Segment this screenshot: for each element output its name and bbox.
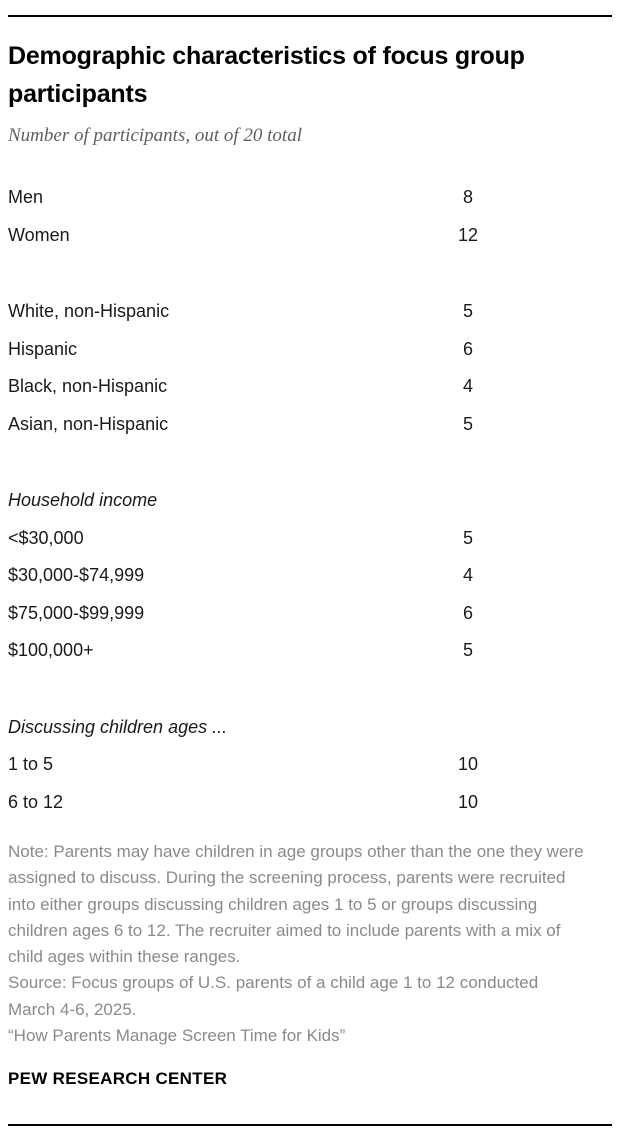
stats-table: Men 8 Women 12 White, non-Hispanic 5 Hispanic 6… [8,179,612,821]
table-row: 1 to 5 10 [8,746,612,784]
table-row: $75,000-$99,999 6 [8,595,612,633]
section-header: Discussing children ages ... [8,716,228,737]
table-row: White, non-Hispanic 5 [8,293,612,331]
row-value: 8 [462,187,473,208]
row-value: 5 [462,301,473,322]
row-value: 12 [457,224,479,245]
table-row: Hispanic 6 [8,331,612,369]
row-value: 6 [462,602,473,623]
row-value: 5 [462,413,473,434]
row-label: <$30,000 [8,527,84,548]
row-value: 5 [462,527,473,548]
row-label: $30,000-$74,999 [8,565,145,586]
table-row: Men 8 [8,179,612,217]
section-gap [8,670,612,709]
row-label: Asian, non-Hispanic [8,413,169,434]
table-row: Women 12 [8,217,612,255]
row-label: $100,000+ [8,640,94,661]
row-value: 6 [462,338,473,359]
row-label: 6 to 12 [8,791,64,812]
row-label: 1 to 5 [8,754,54,775]
row-label: Hispanic [8,338,78,359]
section-gap [8,254,612,293]
table-row: $100,000+ 5 [8,632,612,670]
bottom-rule [8,1124,612,1126]
row-label: White, non-Hispanic [8,301,170,322]
section-gap [8,443,612,482]
section-header: Household income [8,490,158,511]
row-value: 4 [462,376,473,397]
table-row: <$30,000 5 [8,520,612,558]
row-value: 10 [457,754,479,775]
brand-footer: PEW RESEARCH CENTER [8,1069,228,1089]
row-label: $75,000-$99,999 [8,602,145,623]
table-row: 6 to 12 10 [8,784,612,822]
bottom-spacer [8,1089,612,1124]
table-row: $30,000-$74,999 4 [8,557,612,595]
publication-title: “How Parents Manage Screen Time for Kids… [8,1026,346,1046]
page-subtitle: Number of participants, out of 20 total [8,125,302,146]
source-text: Source: Focus groups of U.S. parents of … [8,973,539,1019]
row-label: Men [8,187,44,208]
page-title: Demographic characteristics of focus gro… [8,42,525,108]
row-value: 10 [457,791,479,812]
row-label: Black, non-Hispanic [8,376,168,397]
note-text: Note: Parents may have children in age g… [8,842,584,967]
row-label: Women [8,224,70,245]
notes-block: Note: Parents may have children in age g… [8,839,588,1049]
table-row: Asian, non-Hispanic 5 [8,406,612,444]
row-value: 4 [462,565,473,586]
row-value: 5 [462,640,473,661]
table-row: Black, non-Hispanic 4 [8,368,612,406]
top-rule [8,15,612,17]
